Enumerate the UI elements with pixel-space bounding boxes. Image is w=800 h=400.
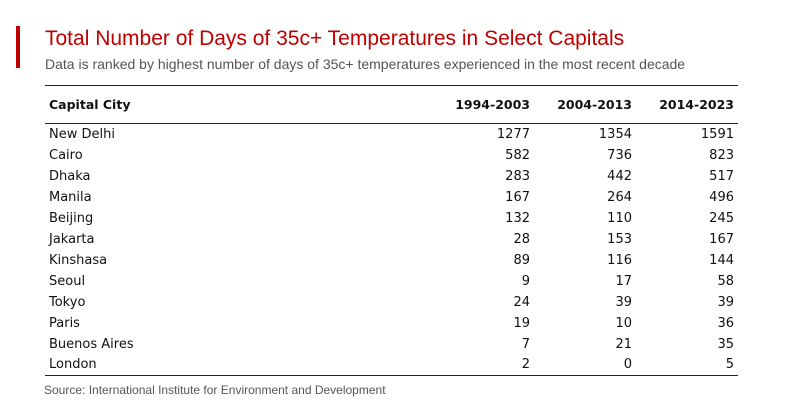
chart-title: Total Number of Days of 35c+ Temperature…: [45, 27, 625, 50]
table-row: Tokyo 24 39 39: [45, 292, 738, 313]
source-note: Source: International Institute for Envi…: [44, 383, 386, 397]
cell-capital-city: Jakarta: [49, 231, 95, 247]
cell-1994-2003: 24: [513, 294, 530, 310]
table-header-row: Capital City 1994-2003 2004-2013 2014-20…: [45, 85, 738, 124]
cell-capital-city: Buenos Aires: [49, 336, 134, 352]
cell-2014-2023: 58: [717, 273, 734, 289]
table-row: Kinshasa 89 116 144: [45, 250, 738, 271]
cell-2004-2013: 0: [534, 354, 636, 376]
column-header-capital-city: Capital City: [45, 85, 432, 124]
cell-capital-city: Beijing: [49, 210, 94, 226]
table-row: Jakarta 28 153 167: [45, 229, 738, 250]
capitals-table: Capital City 1994-2003 2004-2013 2014-20…: [45, 85, 738, 376]
cell-2014-2023: 496: [709, 189, 734, 205]
cell-1994-2003: 132: [505, 210, 530, 226]
column-header-1994-2003: 1994-2003: [432, 85, 534, 124]
cell-2004-2013: 21: [615, 336, 632, 352]
cell-capital-city: Paris: [49, 315, 80, 331]
table-row: New Delhi 1277 1354 1591: [45, 124, 738, 145]
cell-2004-2013: 17: [615, 273, 632, 289]
cell-capital-city: Seoul: [49, 273, 86, 289]
cell-capital-city: Dhaka: [49, 168, 91, 184]
cell-1994-2003: 1277: [496, 126, 530, 142]
table-row: Paris 19 10 36: [45, 313, 738, 334]
cell-1994-2003: 167: [505, 189, 530, 205]
title-accent-bar: [16, 26, 20, 68]
table-row: Cairo 582 736 823: [45, 145, 738, 166]
table-row: London 2 0 5: [45, 354, 738, 376]
table-row: Dhaka 283 442 517: [45, 166, 738, 187]
cell-2004-2013: 736: [607, 147, 632, 163]
cell-1994-2003: 19: [513, 315, 530, 331]
cell-2014-2023: 36: [717, 315, 734, 331]
cell-2014-2023: 823: [709, 147, 734, 163]
chart-subtitle: Data is ranked by highest number of days…: [45, 56, 686, 72]
cell-2004-2013: 116: [607, 252, 632, 268]
cell-2014-2023: 245: [709, 210, 734, 226]
table-row: Beijing 132 110 245: [45, 208, 738, 229]
cell-1994-2003: 283: [505, 168, 530, 184]
cell-2004-2013: 39: [615, 294, 632, 310]
column-header-2004-2013: 2004-2013: [534, 85, 636, 124]
cell-1994-2003: 7: [521, 336, 530, 352]
column-header-2014-2023: 2014-2023: [636, 85, 738, 124]
cell-2014-2023: 39: [717, 294, 734, 310]
cell-2014-2023: 144: [709, 252, 734, 268]
cell-capital-city: London: [45, 354, 432, 376]
cell-2004-2013: 442: [607, 168, 632, 184]
table-row: Seoul 9 17 58: [45, 271, 738, 292]
cell-capital-city: Manila: [49, 189, 92, 205]
cell-1994-2003: 582: [505, 147, 530, 163]
cell-1994-2003: 89: [513, 252, 530, 268]
cell-capital-city: New Delhi: [49, 126, 115, 142]
cell-2014-2023: 167: [709, 231, 734, 247]
cell-capital-city: Cairo: [49, 147, 83, 163]
cell-2014-2023: 517: [709, 168, 734, 184]
cell-1994-2003: 2: [432, 354, 534, 376]
cell-2004-2013: 153: [607, 231, 632, 247]
cell-2004-2013: 264: [607, 189, 632, 205]
cell-2004-2013: 10: [615, 315, 632, 331]
cell-1994-2003: 28: [513, 231, 530, 247]
table-row: Manila 167 264 496: [45, 187, 738, 208]
cell-capital-city: Tokyo: [49, 294, 86, 310]
cell-2014-2023: 1591: [700, 126, 734, 142]
cell-2004-2013: 1354: [598, 126, 632, 142]
cell-2004-2013: 110: [607, 210, 632, 226]
cell-2014-2023: 35: [717, 336, 734, 352]
table-body: New Delhi 1277 1354 1591 Cairo 582 736 823 Dhaka…: [45, 124, 738, 376]
cell-2014-2023: 5: [636, 354, 738, 376]
cell-capital-city: Kinshasa: [49, 252, 108, 268]
cell-1994-2003: 9: [521, 273, 530, 289]
table-row: Buenos Aires 7 21 35: [45, 334, 738, 355]
